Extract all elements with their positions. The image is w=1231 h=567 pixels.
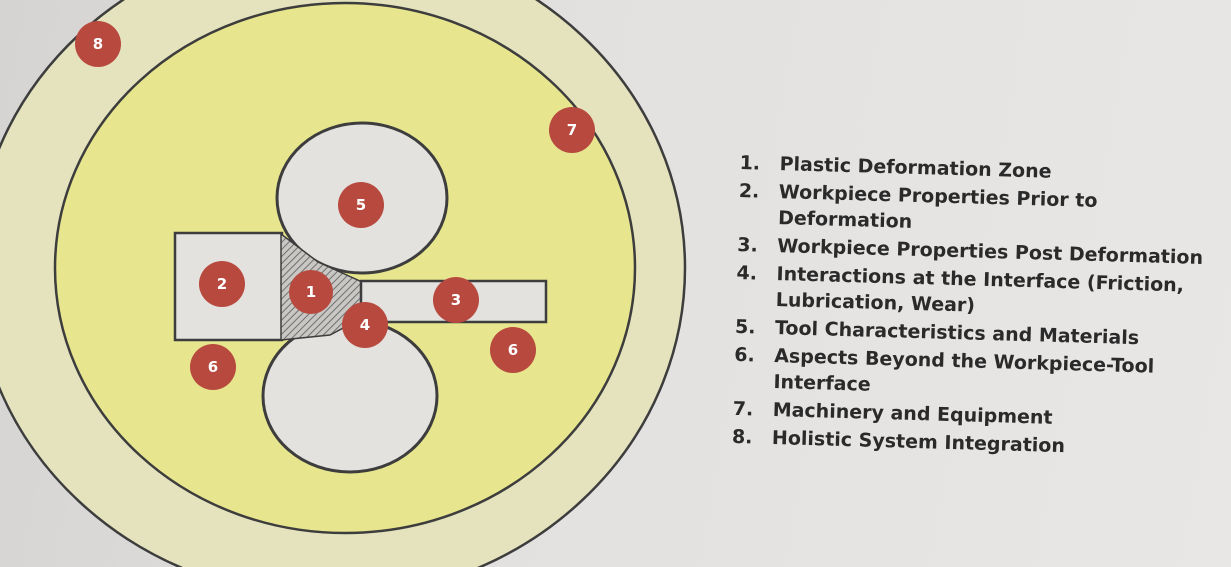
svg-text:5: 5 <box>356 196 366 214</box>
badge-5: 5 <box>338 182 384 228</box>
lower-roll <box>261 318 439 474</box>
badge-2: 2 <box>199 261 245 307</box>
legend-text: Aspects Beyond the Workpiece-Tool Interf… <box>773 345 1155 396</box>
legend-number: 5. <box>734 315 756 339</box>
badge-3: 3 <box>433 277 479 323</box>
legend-number: 6. <box>733 343 756 367</box>
badge-1: 1 <box>289 270 333 314</box>
svg-text:1: 1 <box>306 283 316 301</box>
svg-text:6: 6 <box>208 358 218 376</box>
svg-text:3: 3 <box>451 291 461 309</box>
svg-text:6: 6 <box>508 341 518 359</box>
legend-number: 8. <box>731 425 753 449</box>
badge-6-right: 6 <box>490 327 536 373</box>
legend-text: Interactions at the Interface (Friction,… <box>775 263 1185 317</box>
badge-7: 7 <box>549 107 595 153</box>
legend-number: 7. <box>732 397 754 421</box>
legend-number: 3. <box>737 233 759 257</box>
legend-list: 1. Plastic Deformation Zone 2. Workpiece… <box>732 150 1220 465</box>
rolling-process-diagram: 8 7 5 2 1 3 4 6 6 <box>0 0 687 567</box>
legend-number: 4. <box>736 261 758 285</box>
svg-text:8: 8 <box>93 35 103 53</box>
legend-text: Workpiece Properties Prior to Deformatio… <box>777 181 1098 233</box>
badge-6-left: 6 <box>190 344 236 390</box>
legend-number: 1. <box>739 151 761 175</box>
svg-text:7: 7 <box>567 121 577 139</box>
badge-4: 4 <box>342 302 388 348</box>
legend-number: 2. <box>738 179 760 203</box>
svg-text:2: 2 <box>217 275 227 293</box>
badge-8: 8 <box>75 21 121 67</box>
svg-text:4: 4 <box>360 316 370 334</box>
